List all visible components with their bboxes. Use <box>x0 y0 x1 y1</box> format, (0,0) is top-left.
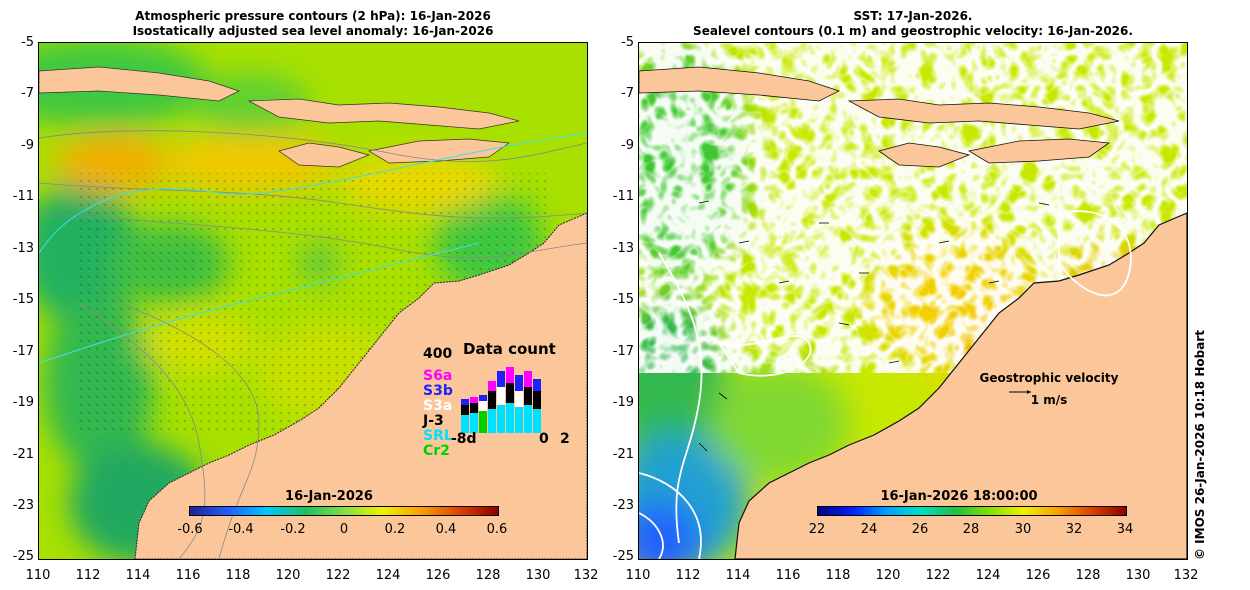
sat-label-j3: J-3 <box>423 413 444 429</box>
right-colorbar-title: 16-Jan-2026 18:00:00 <box>880 489 1038 504</box>
x-tick: 132 <box>573 568 599 583</box>
y-tick: -5 <box>21 35 34 50</box>
x-tick: 126 <box>425 568 451 583</box>
right-cbar-label: 28 <box>962 522 980 537</box>
geostrophic-velocity-label: Geostrophic velocity <box>979 371 1119 385</box>
y-tick: -11 <box>12 189 34 204</box>
right-cbar-label: 30 <box>1014 522 1032 537</box>
x-tick: 112 <box>675 568 701 583</box>
y-tick: -15 <box>612 292 634 307</box>
y-tick: -19 <box>12 395 34 410</box>
sat-label-cr2: Cr2 <box>423 443 450 459</box>
geostrophic-velocity-scale: 1 m/s <box>1030 393 1068 407</box>
left-cbar-label: -0.6 <box>177 522 203 537</box>
x-tick: 110 <box>25 568 51 583</box>
sat-label-s3b: S3b <box>423 383 453 399</box>
x-tick: 112 <box>75 568 101 583</box>
y-tick: -25 <box>12 549 34 564</box>
y-tick: -7 <box>621 86 634 101</box>
y-tick: -21 <box>12 447 34 462</box>
x-tick: 126 <box>1025 568 1051 583</box>
x-tick: 122 <box>325 568 351 583</box>
left-cbar-label: -0.2 <box>280 522 306 537</box>
y-tick: -7 <box>21 86 34 101</box>
y-tick: -23 <box>12 498 34 513</box>
x-tick: 132 <box>1173 568 1199 583</box>
left-cbar-label: 0 <box>339 522 349 537</box>
x-tick: 110 <box>625 568 651 583</box>
left-colorbar <box>189 506 499 516</box>
left-cbar-label: 0.4 <box>435 522 457 537</box>
y-tick: -23 <box>612 498 634 513</box>
x-tick: 118 <box>225 568 251 583</box>
data-count-ymax: 400 <box>423 346 453 362</box>
x-tick: 120 <box>275 568 301 583</box>
sat-label-s6a: S6a <box>423 368 453 384</box>
data-count-x-end: 2 <box>560 431 570 447</box>
y-tick: -21 <box>612 447 634 462</box>
y-tick: -9 <box>21 138 34 153</box>
right-cbar-label: 32 <box>1065 522 1083 537</box>
left-colorbar-title: 16-Jan-2026 <box>285 489 373 504</box>
data-count-x-zero: 0 <box>539 431 549 447</box>
x-tick: 128 <box>1075 568 1101 583</box>
sst-field <box>639 43 1187 559</box>
x-tick: 124 <box>375 568 401 583</box>
y-tick: -19 <box>612 395 634 410</box>
right-map-title: SST: 17-Jan-2026. Sealevel contours (0.1… <box>640 9 1186 39</box>
y-tick: -25 <box>612 549 634 564</box>
y-tick: -9 <box>621 138 634 153</box>
sat-label-s3a: S3a <box>423 398 453 414</box>
right-title-line2: Sealevel contours (0.1 m) and geostrophi… <box>693 24 1133 38</box>
y-tick: -5 <box>621 35 634 50</box>
right-colorbar <box>817 506 1127 516</box>
x-tick: 118 <box>825 568 851 583</box>
right-cbar-label: 24 <box>860 522 878 537</box>
y-tick: -11 <box>612 189 634 204</box>
data-count-x-start: -8d <box>451 431 477 447</box>
x-tick: 116 <box>775 568 801 583</box>
left-map-title: Atmospheric pressure contours (2 hPa): 1… <box>40 9 586 39</box>
right-cbar-label: 34 <box>1116 522 1134 537</box>
sat-label-srl: SRL <box>423 428 453 444</box>
right-cbar-label: 26 <box>911 522 929 537</box>
y-tick: -13 <box>612 241 634 256</box>
left-cbar-label: 0.2 <box>384 522 406 537</box>
left-cbar-label: -0.4 <box>228 522 254 537</box>
right-cbar-label: 22 <box>808 522 826 537</box>
y-tick: -15 <box>12 292 34 307</box>
imos-credit: © IMOS 26-Jan-2026 10:18 Hobart <box>1193 330 1207 560</box>
y-tick: -13 <box>12 241 34 256</box>
x-tick: 130 <box>525 568 551 583</box>
x-tick: 116 <box>175 568 201 583</box>
y-tick: -17 <box>612 344 634 359</box>
left-title-line2: Isostatically adjusted sea level anomaly… <box>132 24 494 38</box>
x-tick: 114 <box>125 568 151 583</box>
x-tick: 124 <box>975 568 1001 583</box>
x-tick: 122 <box>925 568 951 583</box>
y-tick: -17 <box>12 344 34 359</box>
left-title-line1: Atmospheric pressure contours (2 hPa): 1… <box>135 9 491 23</box>
data-count-bars <box>461 367 541 433</box>
x-tick: 120 <box>875 568 901 583</box>
data-count-title: Data count <box>463 340 556 358</box>
x-tick: 130 <box>1125 568 1151 583</box>
sst-map[interactable]: Geostrophic velocity 1 m/s 16-Jan-2026 1… <box>638 42 1188 560</box>
sea-level-anomaly-map[interactable]: 400 Data count S6a S3b S3a J-3 SRL Cr2 -… <box>38 42 588 560</box>
right-title-line1: SST: 17-Jan-2026. <box>853 9 973 23</box>
x-tick: 114 <box>725 568 751 583</box>
x-tick: 128 <box>475 568 501 583</box>
left-cbar-label: 0.6 <box>486 522 508 537</box>
sea-level-anomaly-field <box>39 43 587 559</box>
